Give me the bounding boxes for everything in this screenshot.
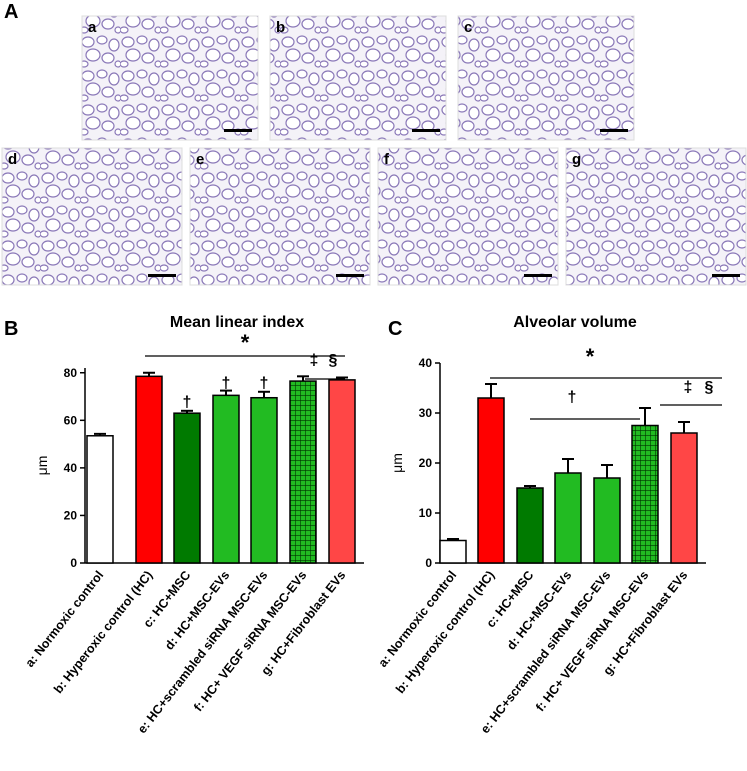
y-tick-label: 0: [425, 556, 432, 570]
bar: [135, 375, 163, 564]
annotation: †: [183, 394, 192, 411]
image-label: e: [196, 151, 204, 168]
annotation: †: [260, 375, 269, 392]
bar: [554, 472, 582, 564]
chart-title: Alveolar volume: [513, 314, 637, 331]
bar: [86, 435, 114, 564]
y-axis-label: μm: [389, 453, 405, 473]
bar: [670, 432, 698, 564]
histology-image: [1, 147, 183, 286]
annotation: ‡: [684, 379, 693, 396]
annotation: §: [329, 352, 338, 369]
histology-image: [81, 15, 259, 141]
scale-bar: [412, 129, 440, 132]
bar: [173, 412, 201, 564]
panel-label: A: [4, 1, 18, 23]
y-tick-label: 40: [64, 461, 78, 475]
histology-image: [189, 147, 371, 286]
scale-bar: [336, 274, 364, 277]
scale-bar: [224, 129, 252, 132]
scale-bar: [600, 129, 628, 132]
histology-image: [565, 147, 747, 286]
annotation: §: [705, 379, 714, 396]
bar: [516, 487, 544, 564]
x-tick-label: b: Hyperoxic control (HC): [51, 568, 155, 696]
y-tick-label: 80: [64, 366, 78, 380]
panel-label: B: [4, 318, 18, 340]
y-tick-label: 20: [419, 456, 433, 470]
y-tick-label: 30: [419, 406, 433, 420]
panel-label: C: [388, 318, 402, 340]
histology-image: [377, 147, 559, 286]
bar: [477, 397, 505, 564]
y-tick-label: 10: [419, 506, 433, 520]
scale-bar: [712, 274, 740, 277]
image-label: d: [8, 151, 17, 168]
y-axis-label: μm: [34, 456, 50, 476]
bar: [328, 379, 356, 564]
image-label: c: [464, 19, 472, 36]
histology-image: [457, 15, 635, 141]
annotation: †: [568, 389, 577, 406]
annotation: *: [241, 330, 250, 355]
annotation: ‡: [310, 352, 319, 369]
chart-title: Mean linear index: [170, 314, 304, 331]
y-tick-label: 60: [64, 413, 78, 427]
image-label: a: [88, 19, 97, 36]
image-label: b: [276, 19, 285, 36]
annotation: †: [222, 375, 231, 392]
bar: [250, 396, 278, 564]
y-tick-label: 20: [64, 508, 78, 522]
y-tick-label: 0: [70, 556, 77, 570]
bar: [593, 477, 621, 564]
histology-image: [269, 15, 447, 141]
scale-bar: [524, 274, 552, 277]
bar: [631, 424, 659, 564]
y-tick-label: 40: [419, 356, 433, 370]
scale-bar: [148, 274, 176, 277]
image-label: f: [384, 151, 390, 168]
bar: [289, 380, 317, 564]
annotation: *: [586, 344, 595, 369]
bar: [212, 394, 240, 564]
image-label: g: [572, 151, 581, 168]
bar: [439, 539, 467, 564]
